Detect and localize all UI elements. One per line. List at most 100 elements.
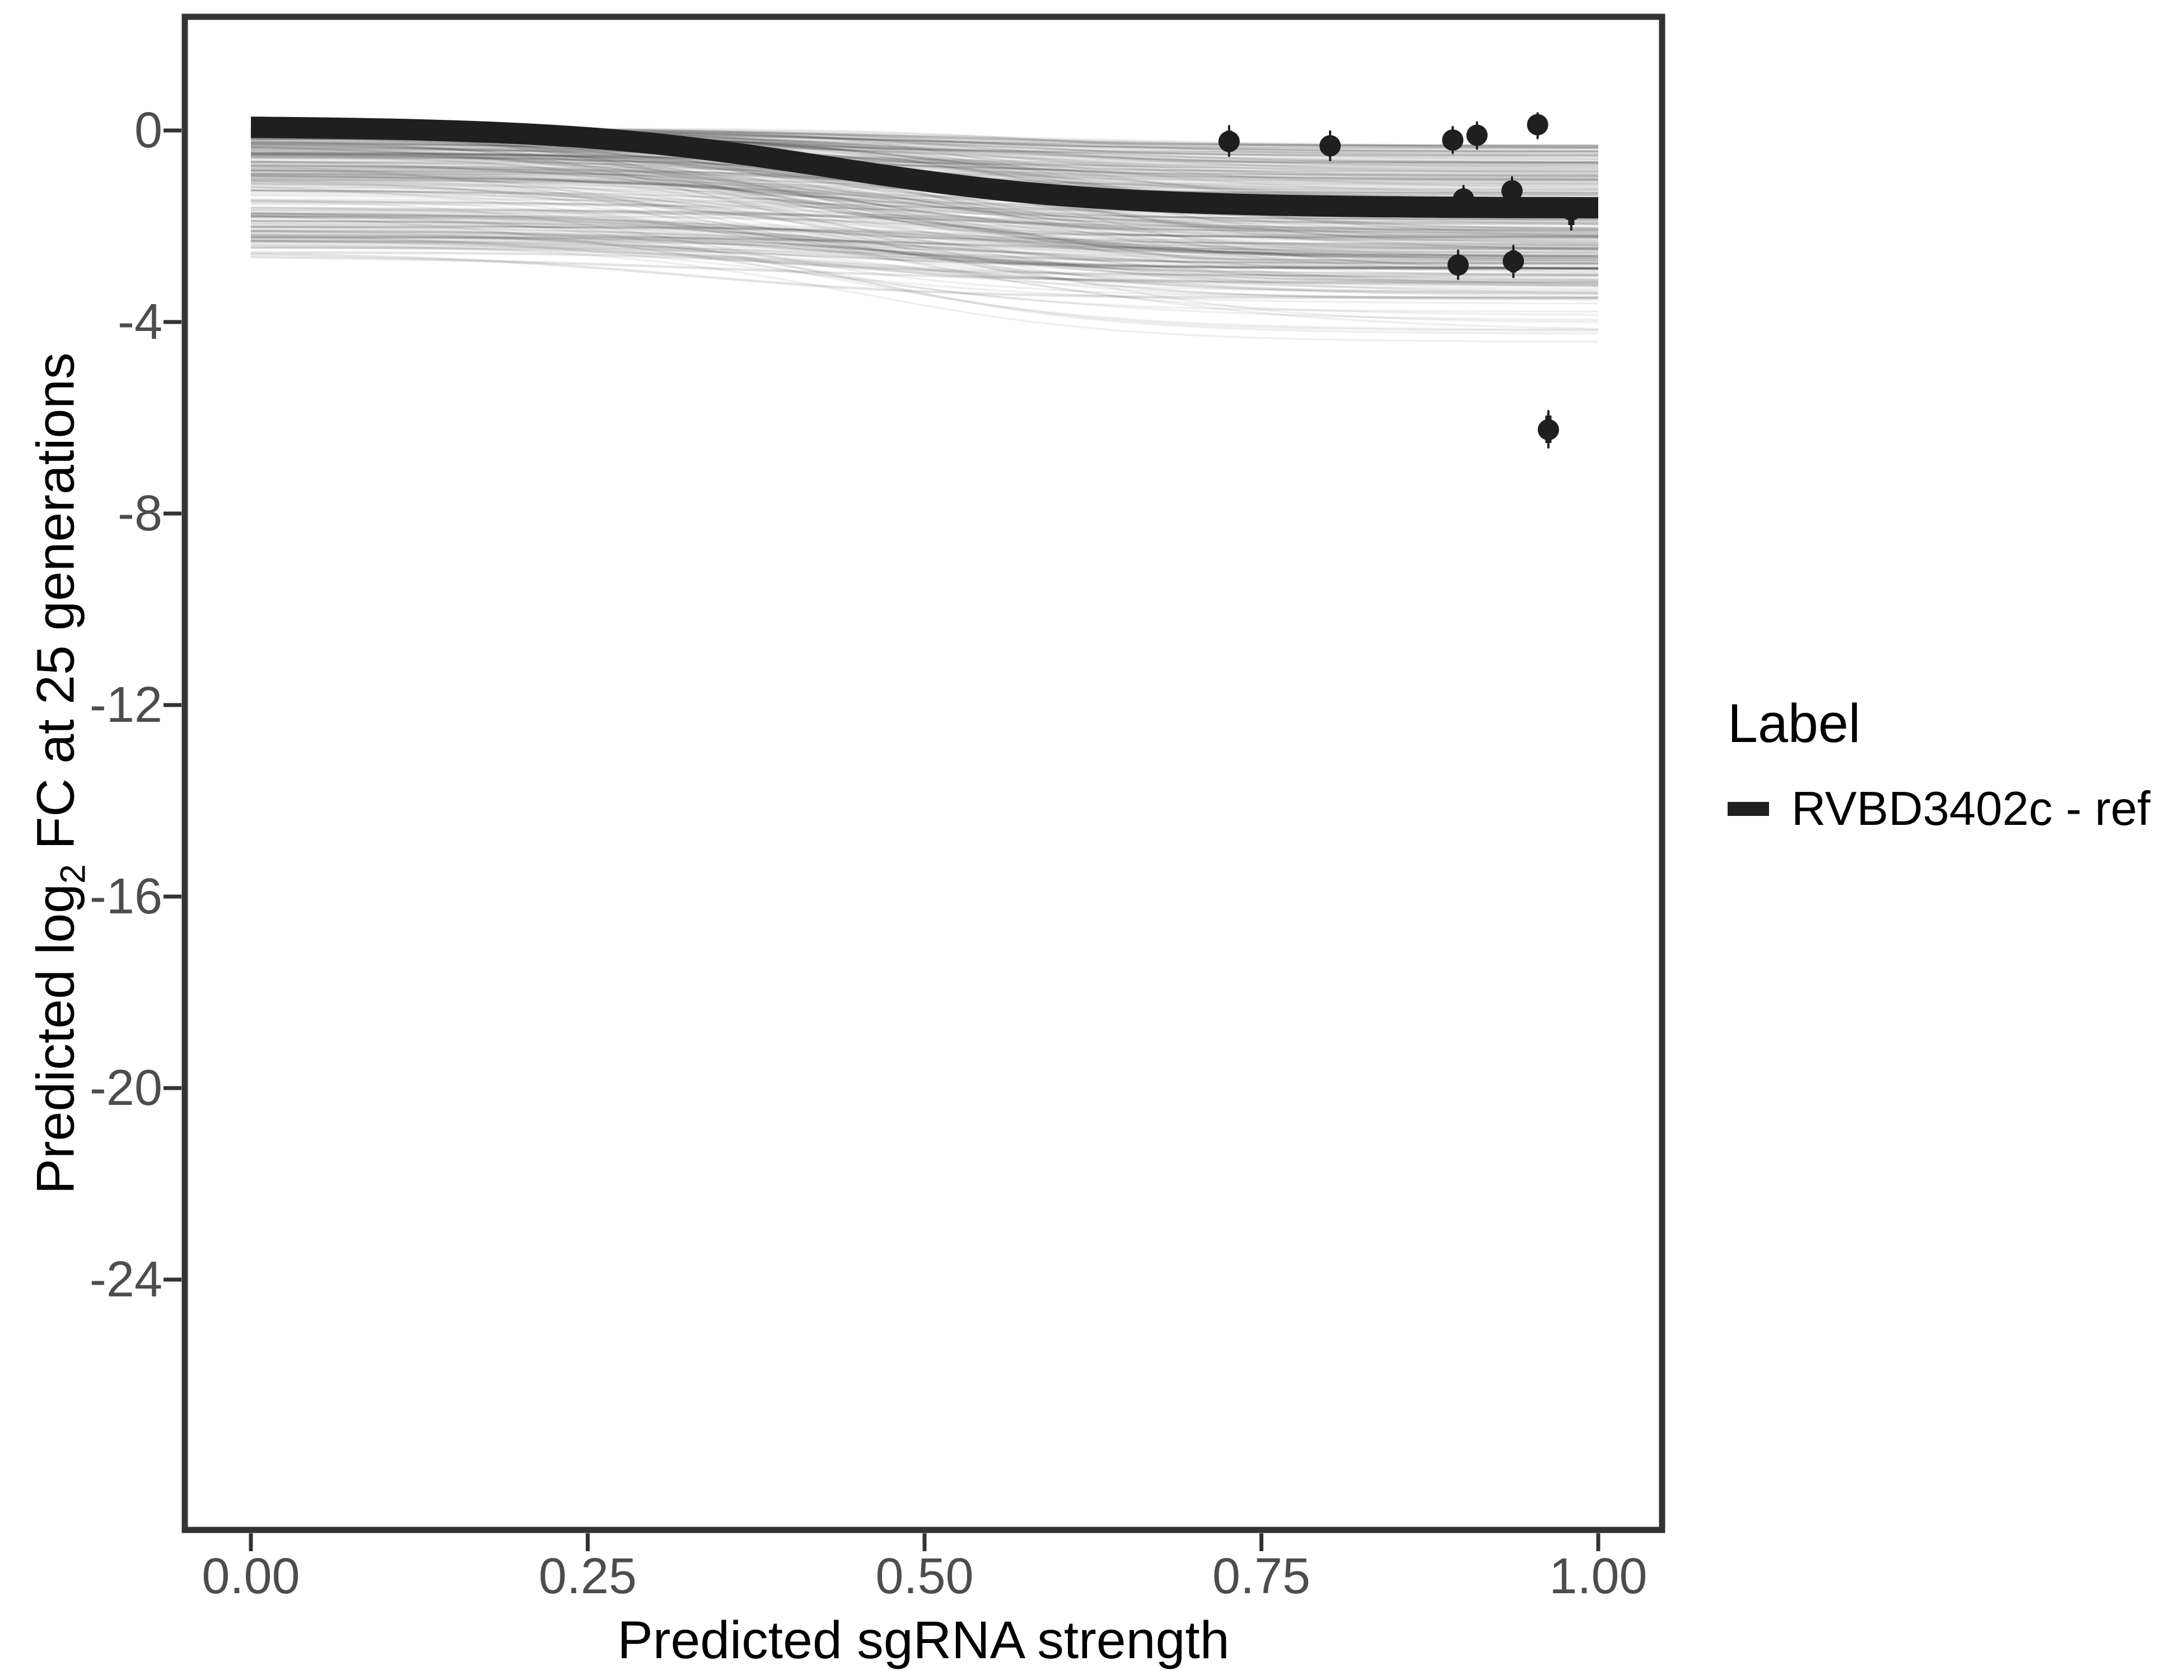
- posterior-sample-line: [250, 180, 1598, 239]
- posterior-sample-line: [250, 202, 1599, 265]
- posterior-sample-line: [251, 153, 1599, 172]
- posterior-sample-line: [250, 186, 1598, 233]
- posterior-sample-line: [250, 246, 1599, 295]
- posterior-sample-line: [250, 226, 1599, 335]
- posterior-sample-line: [250, 218, 1598, 265]
- posterior-sample-line: [250, 142, 1598, 184]
- posterior-sample-line: [251, 236, 1599, 323]
- y-tick-label: -8: [117, 486, 162, 542]
- posterior-sample-line: [250, 143, 1598, 221]
- posterior-sample-line: [251, 213, 1599, 298]
- posterior-sample-line: [250, 226, 1599, 274]
- posterior-sample-line: [251, 220, 1598, 287]
- y-tick-label: -24: [89, 1252, 162, 1308]
- posterior-sample-line: [250, 255, 1598, 284]
- posterior-sample-line: [251, 236, 1598, 270]
- posterior-sample-line: [251, 165, 1599, 273]
- legend-entry-label: RVBD3402c - ref: [1791, 782, 2150, 836]
- posterior-sample-line: [251, 191, 1599, 270]
- y-tick-label: -4: [117, 294, 162, 350]
- posterior-sample-line: [250, 230, 1599, 331]
- posterior-sample-line: [250, 189, 1599, 282]
- posterior-sample-line: [250, 240, 1598, 270]
- posterior-sample-line: [250, 147, 1598, 167]
- posterior-sample-line: [250, 152, 1598, 239]
- posterior-sample-line: [250, 242, 1599, 298]
- posterior-sample-line: [250, 236, 1599, 290]
- posterior-sample-line: [251, 239, 1599, 265]
- posterior-sample-line: [251, 233, 1598, 269]
- x-tick-label: 0.75: [1212, 1548, 1311, 1604]
- y-tick-label: -16: [89, 869, 162, 925]
- posterior-sample-line: [251, 186, 1598, 300]
- posterior-sample-line: [251, 153, 1599, 181]
- posterior-sample-line: [250, 216, 1599, 250]
- posterior-sample-line: [250, 240, 1598, 277]
- posterior-sample-line: [251, 246, 1598, 269]
- posterior-sample-line: [250, 142, 1598, 240]
- posterior-sample-line: [250, 146, 1599, 233]
- legend-entry: RVBD3402c - ref: [1728, 785, 2150, 833]
- posterior-sample-line: [251, 213, 1598, 251]
- posterior-sample-line: [250, 238, 1598, 262]
- posterior-sample-line: [250, 220, 1599, 301]
- posterior-sample-line: [250, 164, 1599, 258]
- posterior-sample-line: [250, 136, 1599, 246]
- posterior-sample-line: [251, 225, 1598, 266]
- posterior-sample-line: [251, 201, 1598, 229]
- posterior-sample-line: [250, 146, 1598, 262]
- posterior-sample-line: [250, 174, 1598, 232]
- posterior-sample-line: [250, 146, 1599, 178]
- posterior-sample-line: [251, 152, 1598, 172]
- panel-border: [181, 13, 1665, 1533]
- posterior-sample-line: [250, 214, 1599, 316]
- posterior-sample-line: [251, 228, 1599, 256]
- posterior-sample-line: [250, 140, 1599, 230]
- posterior-sample-line: [250, 236, 1599, 259]
- posterior-sample-line: [250, 142, 1598, 169]
- posterior-sample-line: [250, 170, 1598, 269]
- posterior-sample-line: [251, 203, 1599, 224]
- posterior-sample-line: [251, 220, 1599, 292]
- posterior-sample-line: [251, 236, 1599, 282]
- x-tick-label: 0.00: [202, 1548, 300, 1604]
- legend-line-key-icon: [1728, 802, 1769, 816]
- posterior-sample-line: [250, 165, 1598, 275]
- posterior-sample-line: [251, 148, 1598, 170]
- posterior-sample-line: [250, 130, 1598, 239]
- posterior-sample-line: [250, 233, 1598, 277]
- posterior-sample-line: [250, 164, 1599, 257]
- posterior-sample-line: [250, 189, 1598, 220]
- posterior-sample-line: [250, 170, 1598, 251]
- posterior-sample-line: [250, 175, 1598, 221]
- posterior-sample-line: [250, 189, 1598, 231]
- data-point: [1453, 188, 1474, 210]
- posterior-sample-line: [250, 208, 1599, 236]
- posterior-sample-line: [251, 178, 1599, 245]
- posterior-sample-line: [251, 183, 1599, 286]
- posterior-sample-line: [250, 144, 1599, 169]
- posterior-sample-line: [250, 161, 1599, 265]
- posterior-sample-line: [250, 146, 1599, 236]
- posterior-sample-line: [251, 142, 1598, 164]
- posterior-sample-line: [250, 189, 1599, 242]
- posterior-sample-line: [250, 152, 1599, 249]
- x-axis-title: Predicted sgRNA strength: [617, 1611, 1230, 1670]
- posterior-sample-line: [250, 182, 1599, 229]
- posterior-sample-line: [251, 169, 1599, 270]
- posterior-sample-line: [251, 171, 1598, 256]
- posterior-sample-line: [250, 214, 1599, 321]
- data-point: [1527, 114, 1548, 136]
- posterior-sample-line: [250, 212, 1599, 276]
- posterior-sample-line: [251, 142, 1599, 175]
- data-point: [1319, 135, 1341, 157]
- data-point: [1466, 124, 1488, 146]
- posterior-sample-line: [250, 229, 1598, 270]
- posterior-sample-line: [250, 169, 1599, 263]
- posterior-sample-line: [251, 150, 1598, 169]
- y-axis-title-subscript: 2: [53, 864, 93, 884]
- posterior-sample-line: [250, 154, 1598, 254]
- posterior-sample-line: [250, 179, 1598, 224]
- y-axis-title-suffix: FC at 25 generations: [26, 352, 86, 865]
